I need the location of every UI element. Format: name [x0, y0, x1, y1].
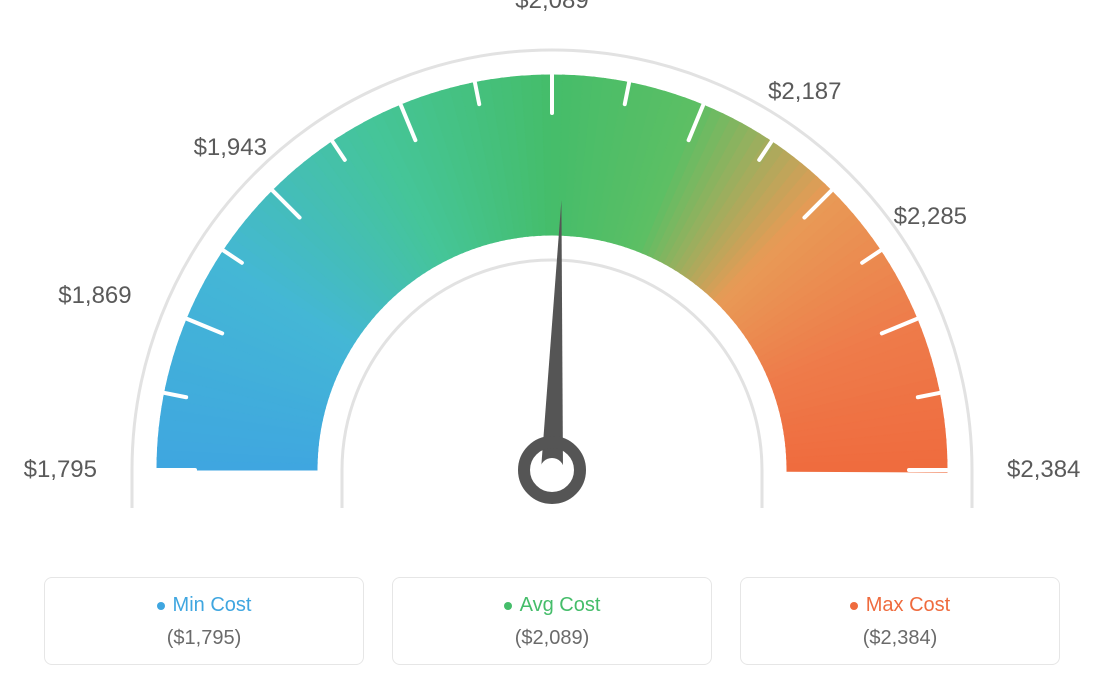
gauge-tick-label: $2,384 [1007, 456, 1080, 484]
dot-icon [504, 602, 512, 610]
gauge-tick-label: $1,943 [194, 134, 267, 162]
legend-row: Min Cost ($1,795) Avg Cost ($2,089) Max … [0, 577, 1104, 665]
dot-icon [850, 602, 858, 610]
legend-value-avg: ($2,089) [403, 627, 701, 650]
gauge-tick-label: $1,869 [58, 282, 131, 310]
legend-card-avg: Avg Cost ($2,089) [392, 577, 712, 665]
legend-title-max: Max Cost [850, 594, 950, 617]
legend-title-text: Avg Cost [520, 594, 601, 617]
gauge-area: $1,795 $1,869 $1,943 $2,089 $2,187 $2,285 $2,3… [0, 0, 1104, 560]
legend-value-max: ($2,384) [751, 627, 1049, 650]
legend-value-min: ($1,795) [55, 627, 353, 650]
legend-title-avg: Avg Cost [504, 594, 601, 617]
gauge-tick-label: $2,187 [768, 78, 841, 106]
gauge-tick-label: $2,089 [515, 0, 588, 15]
legend-title-text: Min Cost [173, 594, 252, 617]
gauge-svg [0, 0, 1104, 560]
legend-card-max: Max Cost ($2,384) [740, 577, 1060, 665]
chart-container: $1,795 $1,869 $1,943 $2,089 $2,187 $2,285 $2,3… [0, 0, 1104, 690]
legend-title-text: Max Cost [866, 594, 950, 617]
legend-title-min: Min Cost [157, 594, 252, 617]
legend-card-min: Min Cost ($1,795) [44, 577, 364, 665]
gauge-tick-label: $1,795 [24, 456, 97, 484]
gauge-tick-label: $2,285 [894, 203, 967, 231]
dot-icon [157, 602, 165, 610]
